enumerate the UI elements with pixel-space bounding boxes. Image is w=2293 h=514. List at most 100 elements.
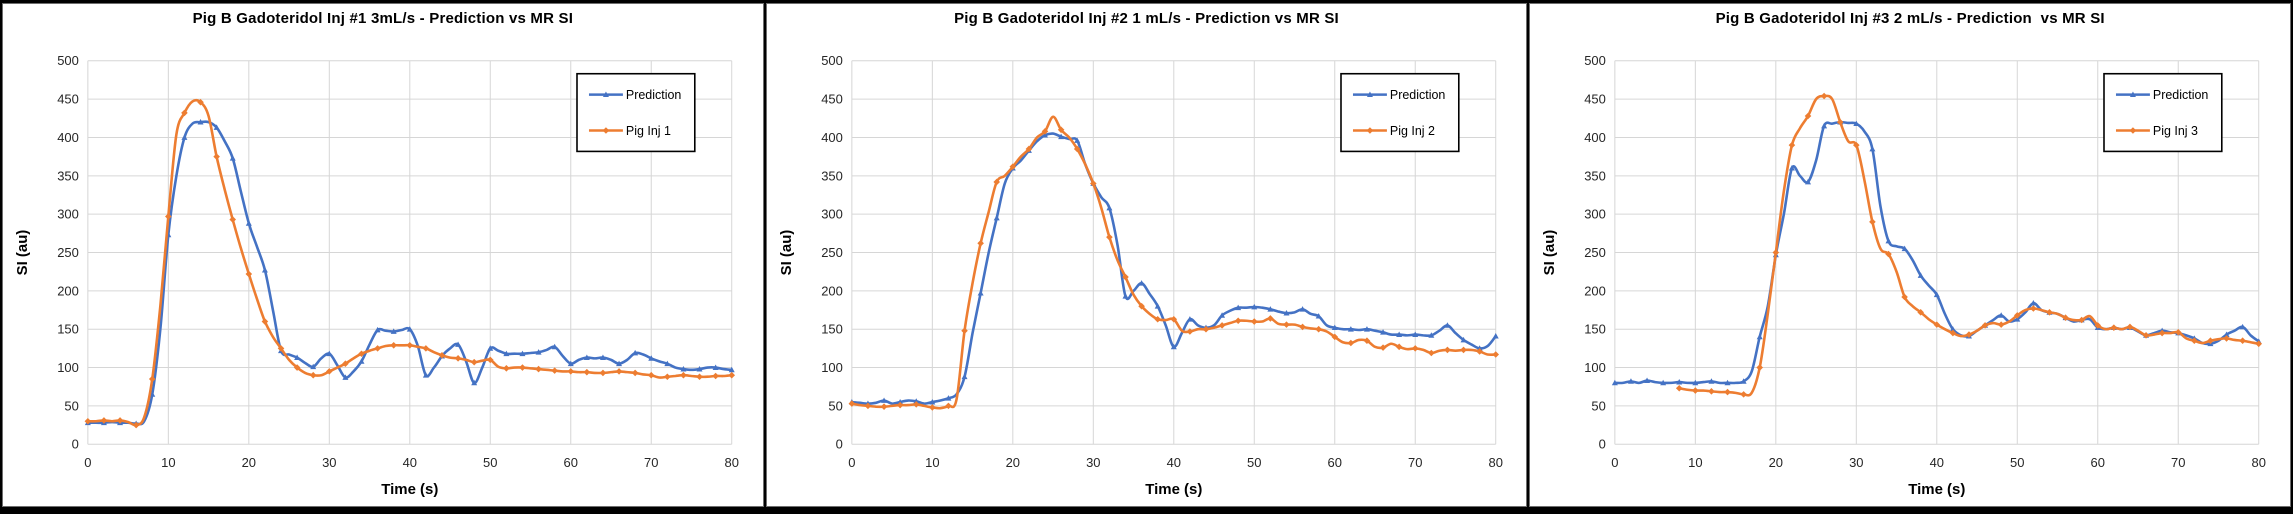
data-point-marker [100, 417, 108, 424]
y-tick-label: 250 [1585, 245, 1607, 260]
data-point-marker [728, 371, 736, 379]
data-point-marker [294, 354, 301, 360]
legend: Prediction Pig Inj 2 [1339, 72, 1460, 153]
data-point-marker [2014, 316, 2021, 322]
data-point-marker [1476, 345, 1483, 351]
data-point-marker [197, 98, 204, 106]
x-tick-label: 50 [483, 455, 497, 470]
data-point-marker [1122, 293, 1129, 299]
data-point-marker [2223, 331, 2230, 337]
x-tick-label: 20 [242, 455, 256, 470]
data-point-marker [1041, 132, 1048, 138]
x-tick-label: 40 [1166, 455, 1180, 470]
data-point-marker [1740, 391, 1748, 398]
data-point-marker [1918, 272, 1925, 278]
data-point-marker [1025, 145, 1032, 153]
data-point-marker [422, 345, 430, 352]
data-point-marker [471, 379, 478, 386]
data-point-marker [2175, 328, 2182, 336]
data-point-marker [1708, 378, 1715, 384]
data-point-marker [535, 365, 542, 373]
data-point-marker [631, 369, 639, 377]
data-point-marker [1154, 303, 1161, 309]
data-point-marker [374, 326, 381, 333]
data-point-marker [977, 290, 984, 296]
y-tick-label: 400 [57, 130, 79, 145]
data-point-marker [880, 403, 888, 410]
x-tick-label: 30 [1849, 455, 1863, 470]
data-point-marker [2239, 323, 2246, 330]
x-tick-label: 80 [1488, 455, 1502, 470]
data-point-marker [1411, 345, 1419, 352]
y-tick-label: 450 [57, 92, 79, 107]
y-tick-label: 450 [821, 92, 843, 107]
x-tick-label: 10 [1688, 455, 1702, 470]
data-point-marker [993, 214, 1000, 221]
data-point-marker [1395, 331, 1402, 337]
data-point-marker [181, 134, 188, 140]
data-point-marker [148, 375, 156, 383]
data-point-marker [944, 402, 952, 410]
legend: Prediction Pig Inj 1 [576, 72, 696, 153]
legend-entry-label: Pig Inj 1 [626, 124, 671, 138]
data-point-marker [181, 109, 188, 117]
data-point-marker [1901, 245, 1908, 252]
data-point-marker [1331, 324, 1338, 331]
chart-canvas-inj1: 0 50 100 150 200 250 300 350 400 450 500 0 10 20 30 40 5… [14, 53, 739, 498]
x-tick-label: 40 [1930, 455, 1944, 470]
data-point-marker [945, 395, 952, 401]
data-point-marker [602, 91, 609, 98]
data-point-marker [928, 404, 936, 411]
data-point-marker [896, 398, 903, 405]
y-tick-label: 0 [72, 437, 79, 452]
data-point-marker [616, 360, 623, 367]
legend-box [2103, 72, 2223, 153]
data-point-marker [680, 371, 687, 379]
data-point-marker [1459, 346, 1467, 354]
x-tick-label: 60 [2091, 455, 2105, 470]
y-tick-label: 500 [821, 53, 843, 68]
data-point-marker [1347, 326, 1354, 332]
data-point-marker [1299, 306, 1306, 312]
data-point-marker [1186, 316, 1193, 322]
data-point-marker [1998, 321, 2005, 328]
data-point-marker [1676, 384, 1683, 392]
data-point-marker [1315, 313, 1322, 319]
data-point-marker [551, 367, 558, 374]
data-point-marker [2046, 309, 2054, 316]
data-point-marker [615, 368, 623, 375]
data-point-marker [1724, 388, 1732, 396]
data-point-marker [229, 155, 236, 161]
x-axis-title: Time (s) [381, 481, 438, 498]
y-axis-title: SI (au) [1541, 230, 1558, 276]
data-point-marker [293, 364, 301, 371]
y-tick-label: 200 [821, 283, 843, 298]
data-point-marker [2030, 300, 2037, 306]
legend: Prediction Pig Inj 3 [2103, 72, 2223, 153]
data-point-marker [1805, 178, 1812, 185]
data-point-marker [1218, 322, 1226, 329]
y-tick-label: 200 [1585, 283, 1607, 298]
data-point-marker [1692, 387, 1699, 394]
data-point-marker [2239, 337, 2247, 344]
data-point-marker [1138, 280, 1145, 286]
y-tick-label: 100 [1585, 360, 1607, 375]
data-point-marker [1853, 120, 1860, 127]
y-tick-label: 500 [57, 53, 79, 68]
data-point-marker [1218, 312, 1225, 318]
data-point-marker [1885, 237, 1892, 244]
data-point-marker [422, 372, 429, 378]
x-tick-label: 60 [1327, 455, 1341, 470]
data-point-marker [1612, 379, 1619, 386]
data-point-marker [647, 371, 655, 379]
y-tick-label: 350 [1585, 168, 1607, 183]
data-point-marker [1105, 233, 1113, 241]
data-point-marker [326, 350, 333, 357]
x-tick-label: 30 [1086, 455, 1100, 470]
data-point-marker [470, 358, 478, 366]
data-point-marker [519, 364, 526, 371]
y-tick-label: 0 [1599, 437, 1606, 452]
legend-entry-label: Pig Inj 2 [1390, 124, 1435, 138]
data-point-marker [1805, 112, 1812, 120]
data-point-marker [1492, 351, 1499, 358]
